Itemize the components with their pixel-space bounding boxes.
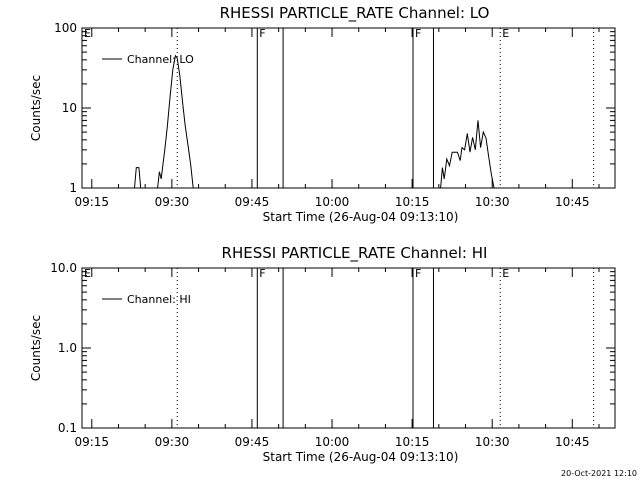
event-marker-label: E [502,27,509,40]
x-tick-label: 09:15 [74,435,109,449]
x-tick-label: 09:30 [155,195,190,209]
x-tick-label: 10:30 [475,435,510,449]
chart-panels: RHESSI PARTICLE_RATE Channel: LO E F F E 09:1… [29,4,616,464]
event-marker-label: E [84,27,91,40]
generation-timestamp: 20-Oct-2021 12:10 [561,469,637,478]
event-marker-label: F [415,267,421,280]
data-series-line [440,120,495,189]
y-axis-label: Counts/sec [29,75,43,141]
x-tick-label: 10:00 [315,195,350,209]
x-tick-label: 09:45 [235,195,270,209]
x-tick-label: 10:45 [555,195,590,209]
x-axis-label: Start Time (26-Aug-04 09:13:10) [263,450,459,464]
legend-label: Channel: LO [127,53,194,66]
chart-title: RHESSI PARTICLE_RATE Channel: HI [222,244,488,263]
data-series-line [157,54,194,189]
event-marker-label: F [259,267,265,280]
legend-label: Channel: HI [127,293,191,306]
event-marker-label: E [84,267,91,280]
y-tick-label: 1.0 [58,341,77,355]
x-tick-label: 10:30 [475,195,510,209]
event-marker-label: F [415,27,421,40]
x-tick-label: 09:15 [74,195,109,209]
chart-panel-lo: RHESSI PARTICLE_RATE Channel: LO E F F E 09:1… [29,4,616,224]
y-axis-label: Counts/sec [29,315,43,381]
y-tick-label: 10.0 [50,261,77,275]
x-tick-label: 09:45 [235,435,270,449]
y-tick-label: 1 [69,181,77,195]
y-tick-label: 10 [62,101,77,115]
event-marker-label: E [502,267,509,280]
event-marker-label: F [259,27,265,40]
chart-title: RHESSI PARTICLE_RATE Channel: LO [220,4,490,23]
y-tick-label: 0.1 [58,421,77,435]
data-series-line [134,167,142,189]
y-tick-label: 100 [54,21,77,35]
x-tick-label: 10:00 [315,435,350,449]
x-tick-label: 10:15 [395,195,430,209]
x-tick-label: 10:15 [395,435,430,449]
x-axis-label: Start Time (26-Aug-04 09:13:10) [263,210,459,224]
chart-panel-hi: RHESSI PARTICLE_RATE Channel: HI E F F E 09:1… [29,244,616,464]
x-tick-label: 09:30 [155,435,190,449]
x-tick-label: 10:45 [555,435,590,449]
